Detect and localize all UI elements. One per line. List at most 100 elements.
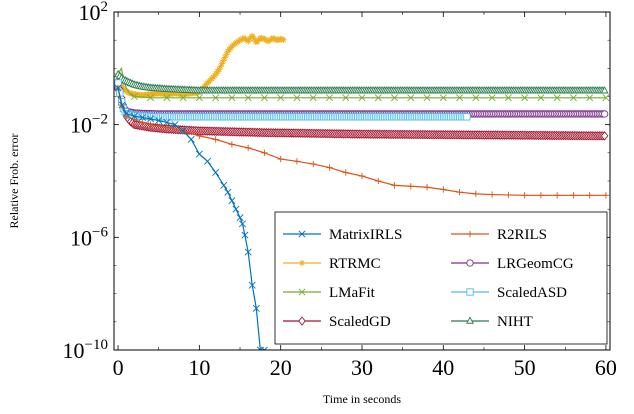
marker-matrixirls — [248, 281, 256, 289]
series-scaledgd — [114, 78, 609, 141]
legend-marker-lrgeomcg — [466, 259, 474, 267]
marker-lmafit — [439, 94, 447, 102]
marker-r2rils — [163, 124, 171, 131]
marker-matrixirls — [195, 150, 203, 158]
legend-box — [274, 211, 608, 345]
marker-r2rils — [244, 144, 252, 152]
marker-matrixirls — [228, 197, 236, 205]
marker-matrixirls — [187, 135, 195, 143]
marker-lmafit — [488, 94, 496, 102]
series-line-r2rils — [117, 87, 606, 196]
marker-lmafit — [472, 94, 480, 102]
marker-r2rils — [537, 192, 545, 199]
marker-r2rils — [391, 182, 398, 189]
marker-r2rils — [423, 184, 431, 191]
marker-scaledgd — [600, 131, 609, 141]
marker-lmafit — [244, 94, 252, 102]
x-tick-label: 10 — [188, 355, 210, 380]
marker-lmafit — [228, 94, 236, 102]
series-line-matrixirls — [117, 87, 265, 350]
series-matrixirls — [114, 84, 268, 350]
x-axis-label: Time in seconds — [323, 392, 402, 406]
marker-matrixirls — [238, 220, 246, 228]
y-tick-label: 10−6 — [70, 224, 108, 250]
legend-entry-rtrmc: RTRMC — [283, 256, 381, 272]
marker-r2rils — [407, 183, 414, 190]
marker-r2rils — [375, 177, 382, 185]
legend-label-r2rils: R2RILS — [497, 227, 547, 243]
marker-lmafit — [602, 94, 610, 102]
marker-lmafit — [260, 94, 268, 102]
legend-marker-niht — [466, 316, 474, 324]
y-tick-label: 10−2 — [70, 112, 108, 138]
marker-lmafit — [179, 94, 187, 102]
marker-lmafit — [325, 94, 333, 102]
marker-matrixirls — [236, 214, 244, 222]
legend-label-niht: NIHT — [497, 314, 533, 330]
marker-matrixirls — [147, 115, 155, 123]
marker-r2rils — [228, 141, 236, 148]
marker-lmafit — [456, 94, 464, 102]
y-axis-label: Relative Frob. error — [7, 134, 21, 229]
legend-label-lmafit: LMaFit — [329, 285, 376, 301]
marker-matrixirls — [220, 181, 228, 189]
marker-lmafit — [407, 94, 415, 102]
marker-lmafit — [293, 94, 301, 102]
legend-marker-r2rils — [466, 230, 474, 238]
marker-lmafit — [163, 94, 171, 102]
legend-entry-r2rils: R2RILS — [451, 227, 547, 243]
marker-r2rils — [472, 190, 480, 198]
x-tick-label: 20 — [270, 355, 292, 380]
marker-matrixirls — [260, 346, 268, 350]
x-tick-label: 60 — [595, 355, 617, 380]
marker-lmafit — [147, 94, 155, 102]
marker-r2rils — [488, 191, 496, 198]
marker-r2rils — [342, 169, 349, 176]
marker-matrixirls — [244, 248, 252, 256]
marker-r2rils — [521, 192, 528, 199]
marker-lmafit — [342, 94, 350, 102]
legend-label-rtrmc: RTRMC — [329, 256, 381, 272]
marker-r2rils — [310, 160, 317, 168]
marker-r2rils — [196, 132, 203, 140]
marker-r2rils — [261, 149, 268, 157]
marker-matrixirls — [171, 121, 179, 129]
marker-lmafit — [521, 94, 529, 102]
marker-lmafit — [423, 94, 431, 102]
marker-lrgeomcg — [600, 110, 609, 118]
marker-lmafit — [212, 94, 220, 102]
marker-r2rils — [505, 191, 512, 199]
marker-lmafit — [504, 94, 512, 102]
legend: MatrixIRLS R2RILS RTRMC LRGeomCG LMaFit Scale… — [274, 211, 608, 345]
marker-lmafit — [374, 94, 382, 102]
legend-entry-niht: NIHT — [451, 314, 533, 330]
marker-r2rils — [456, 189, 463, 196]
marker-matrixirls — [252, 304, 260, 312]
marker-r2rils — [131, 116, 138, 123]
marker-matrixirls — [118, 101, 126, 109]
marker-lmafit — [277, 94, 285, 102]
legend-entry-lmafit: LMaFit — [283, 285, 376, 301]
x-tick-label: 50 — [514, 355, 536, 380]
marker-matrixirls — [122, 109, 130, 117]
x-tick-label: 40 — [432, 355, 454, 380]
marker-r2rils — [440, 186, 447, 193]
marker-r2rils — [586, 192, 593, 199]
legend-entry-matrixirls: MatrixIRLS — [283, 227, 402, 243]
marker-lmafit — [586, 94, 594, 102]
marker-matrixirls — [212, 169, 220, 177]
legend-label-lrgeomcg: LRGeomCG — [497, 256, 574, 272]
marker-matrixirls — [224, 188, 232, 196]
marker-r2rils — [570, 192, 577, 199]
legend-label-matrixirls: MatrixIRLS — [329, 227, 402, 243]
marker-r2rils — [212, 136, 219, 143]
marker-r2rils — [358, 172, 366, 180]
plot-frame — [113, 11, 611, 351]
legend-marker-rtrmc — [298, 259, 306, 267]
x-tick-label: 0 — [113, 355, 124, 380]
marker-matrixirls — [163, 118, 171, 126]
marker-lmafit — [391, 94, 399, 102]
marker-matrixirls — [130, 112, 138, 120]
marker-matrixirls — [138, 113, 146, 121]
